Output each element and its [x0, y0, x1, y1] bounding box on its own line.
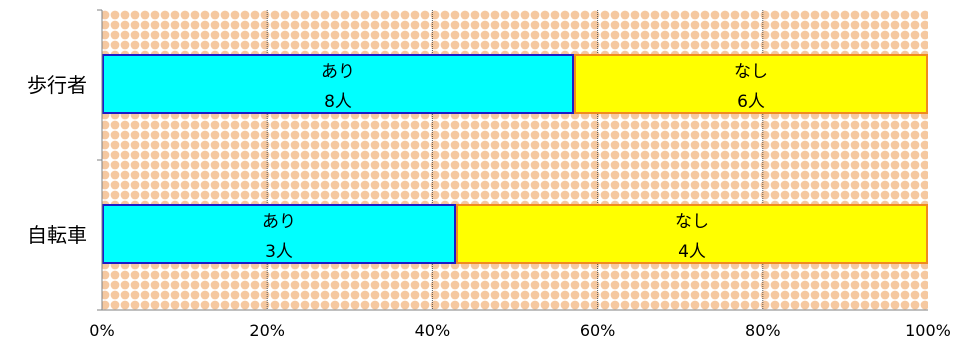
x-tick-label: 40% — [415, 321, 451, 340]
bar-segment — [574, 54, 928, 114]
segment-series-label: あり — [262, 212, 296, 232]
x-tick-label: 100% — [905, 321, 951, 340]
x-tick-label: 20% — [249, 321, 285, 340]
bar-segment — [456, 204, 928, 264]
bar-segment — [102, 204, 456, 264]
segment-count-label: 8人 — [324, 92, 352, 112]
axes — [97, 9, 928, 311]
segment-series-label: なし — [734, 62, 768, 82]
bars — [102, 54, 928, 264]
segment-count-label: 3人 — [265, 242, 293, 262]
segment-series-label: あり — [321, 62, 355, 82]
segment-count-label: 6人 — [737, 92, 765, 112]
x-tick-label: 0% — [89, 321, 114, 340]
x-tick-label: 80% — [745, 321, 781, 340]
category-label: 歩行者 — [27, 73, 87, 97]
bar-segment — [102, 54, 574, 114]
segment-series-label: なし — [675, 212, 709, 232]
segment-count-label: 4人 — [678, 242, 706, 262]
x-tick-label: 60% — [580, 321, 616, 340]
category-label: 自転車 — [27, 223, 87, 247]
